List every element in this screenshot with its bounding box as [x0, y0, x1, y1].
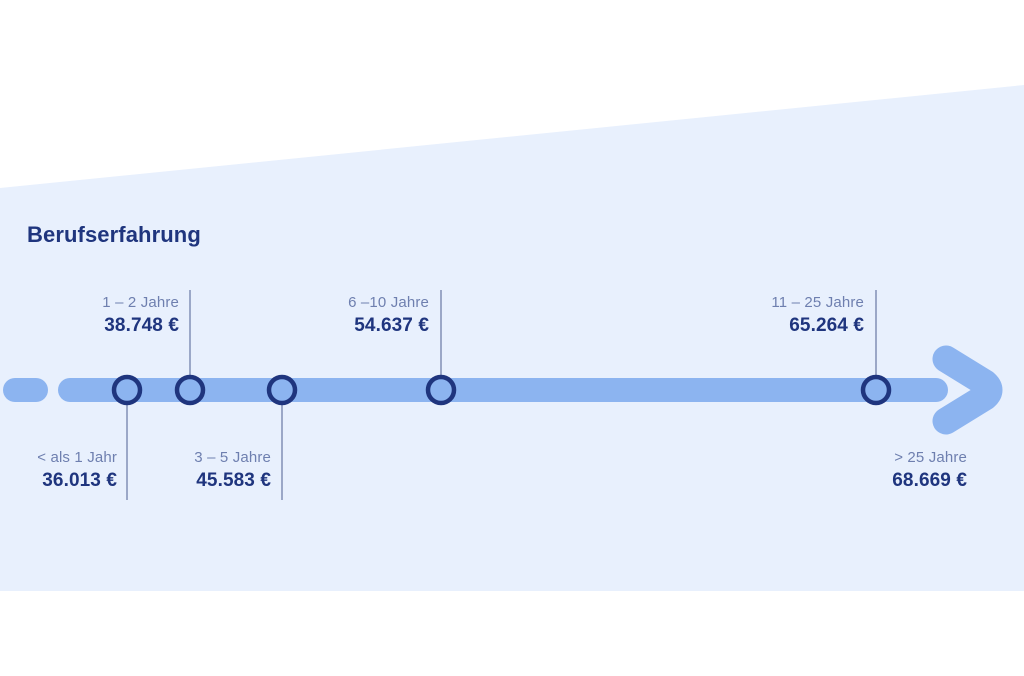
- tick-label-3-5-jahre: 3 – 5 Jahre 45.583 €: [194, 447, 271, 494]
- tick-years-lt-1-jahr: < als 1 Jahr: [37, 449, 117, 466]
- tick-stems-group: [126, 290, 877, 500]
- tick-label-11-25-jahre: 11 – 25 Jahre 65.264 €: [771, 292, 864, 339]
- tick-marker-6-10-jahre[interactable]: [425, 374, 457, 406]
- tick-value-3-5-jahre: 45.583 €: [196, 470, 271, 491]
- tick-value-11-25-jahre: 65.264 €: [789, 315, 864, 336]
- tick-value-gt-25-jahre: 68.669 €: [892, 470, 967, 491]
- tick-years-gt-25-jahre: > 25 Jahre: [894, 449, 967, 466]
- tick-years-6-10-jahre: 6 –10 Jahre: [348, 294, 429, 311]
- tick-marker-lt-1-jahr[interactable]: [111, 374, 143, 406]
- tick-years-3-5-jahre: 3 – 5 Jahre: [194, 449, 271, 466]
- tick-value-1-2-jahre: 38.748 €: [104, 315, 179, 336]
- tick-value-lt-1-jahr: 36.013 €: [42, 470, 117, 491]
- arrow-head-icon: [932, 345, 1003, 435]
- tick-marker-11-25-jahre[interactable]: [860, 374, 892, 406]
- timeline-lead-dash: [3, 378, 48, 402]
- tick-years-1-2-jahre: 1 – 2 Jahre: [102, 294, 179, 311]
- tick-label-gt-25-jahre: > 25 Jahre 68.669 €: [892, 447, 967, 494]
- tick-marker-1-2-jahre[interactable]: [174, 374, 206, 406]
- tick-value-6-10-jahre: 54.637 €: [354, 315, 429, 336]
- timeline-arrow-group: [3, 345, 1003, 435]
- timeline-bar: [58, 378, 948, 402]
- tick-marker-3-5-jahre[interactable]: [266, 374, 298, 406]
- tick-label-1-2-jahre: 1 – 2 Jahre 38.748 €: [102, 292, 179, 339]
- page-title: Berufserfahrung: [27, 222, 201, 247]
- tick-label-lt-1-jahr: < als 1 Jahr 36.013 €: [37, 447, 117, 494]
- tick-years-11-25-jahre: 11 – 25 Jahre: [771, 294, 864, 311]
- tick-markers-group: [111, 374, 892, 406]
- tick-label-6-10-jahre: 6 –10 Jahre 54.637 €: [348, 292, 429, 339]
